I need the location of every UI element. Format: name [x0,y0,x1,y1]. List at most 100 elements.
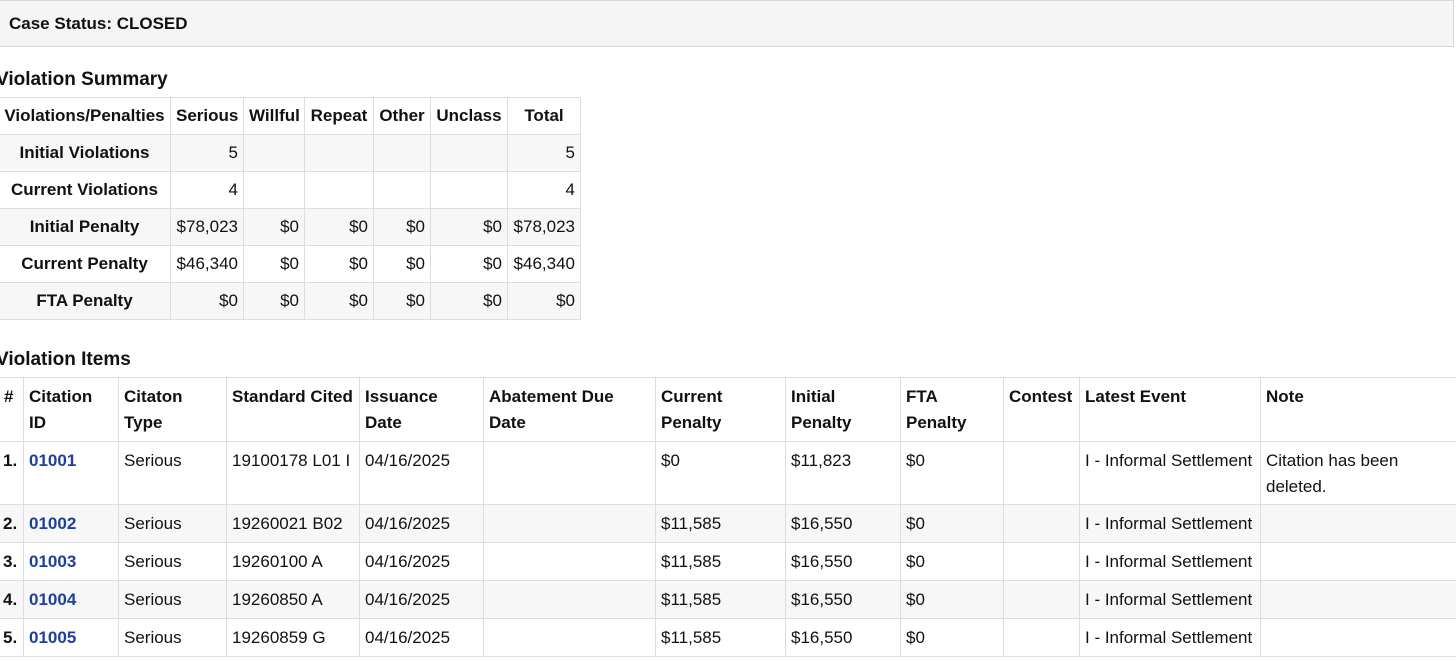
summary-cell: $78,023 [170,208,244,246]
summary-cell: $0 [373,282,431,320]
violation-item-row: 3. 01003 Serious 19260100 A 04/16/2025 $… [0,542,1456,581]
citation-type: Serious [118,441,227,505]
summary-header: Violations/Penalties [0,97,171,135]
contest [1003,504,1080,543]
citation-id-link[interactable]: 01005 [29,628,77,647]
items-header: Note [1260,377,1456,442]
citation-id-link[interactable]: 01002 [29,514,77,533]
violation-item-row: 4. 01004 Serious 19260850 A 04/16/2025 $… [0,580,1456,619]
summary-cell: $0 [170,282,244,320]
summary-cell: $46,340 [507,245,581,283]
items-header: Standard Cited [226,377,360,442]
initial-penalty: $16,550 [785,618,901,657]
summary-header: Unclass [430,97,508,135]
summary-header: Repeat [304,97,374,135]
summary-cell: $0 [304,208,374,246]
items-header: Contest [1003,377,1080,442]
summary-cell: $0 [430,282,508,320]
summary-cell [373,134,431,172]
summary-cell: 5 [170,134,244,172]
latest-event: I - Informal Settlement [1079,580,1261,619]
items-header: Abatement Due Date [483,377,656,442]
summary-row-label: Current Violations [0,171,171,209]
items-header: Citaton Type [118,377,227,442]
current-penalty: $11,585 [655,580,786,619]
contest [1003,580,1080,619]
items-header: Current Penalty [655,377,786,442]
summary-cell: $0 [430,208,508,246]
abatement-due-date [483,618,656,657]
summary-cell: $0 [243,245,305,283]
violation-item-row: 1. 01001 Serious 19100178 L01 I 04/16/20… [0,441,1456,505]
items-header: Initial Penalty [785,377,901,442]
citation-id-cell: 01001 [23,441,119,505]
fta-penalty: $0 [900,441,1004,505]
summary-cell: $0 [507,282,581,320]
contest [1003,618,1080,657]
summary-row-label: Initial Penalty [0,208,171,246]
abatement-due-date [483,441,656,505]
items-header: Issuance Date [359,377,484,442]
summary-cell: $0 [373,208,431,246]
contest [1003,441,1080,505]
citation-id-cell: 01002 [23,504,119,543]
note [1260,618,1456,657]
citation-id-link[interactable]: 01004 [29,590,77,609]
contest [1003,542,1080,581]
citation-type: Serious [118,580,227,619]
summary-cell: $0 [430,245,508,283]
violation-summary-title: Violation Summary [0,69,168,90]
summary-header: Other [373,97,431,135]
citation-id-cell: 01005 [23,618,119,657]
initial-penalty: $16,550 [785,504,901,543]
summary-header: Total [507,97,581,135]
citation-type: Serious [118,504,227,543]
issuance-date: 04/16/2025 [359,580,484,619]
summary-row-label: FTA Penalty [0,282,171,320]
summary-cell: $0 [373,245,431,283]
citation-type: Serious [118,542,227,581]
summary-cell [243,134,305,172]
summary-cell [430,134,508,172]
fta-penalty: $0 [900,542,1004,581]
latest-event: I - Informal Settlement [1079,618,1261,657]
citation-id-link[interactable]: 01001 [29,451,77,470]
standard-cited: 19260850 A [226,580,360,619]
initial-penalty: $16,550 [785,542,901,581]
item-number: 4. [0,580,24,619]
latest-event: I - Informal Settlement [1079,441,1261,505]
fta-penalty: $0 [900,618,1004,657]
summary-cell: $46,340 [170,245,244,283]
note: Citation has been deleted. [1260,441,1456,505]
fta-penalty: $0 [900,580,1004,619]
summary-cell: $78,023 [507,208,581,246]
current-penalty: $11,585 [655,542,786,581]
summary-header: Willful [243,97,305,135]
citation-id-cell: 01004 [23,580,119,619]
note [1260,504,1456,543]
summary-cell: $0 [304,245,374,283]
summary-header-row: Violations/Penalties Serious Willful Rep… [0,97,581,135]
citation-id-cell: 01003 [23,542,119,581]
items-header: FTA Penalty [900,377,1004,442]
citation-id-link[interactable]: 01003 [29,552,77,571]
current-penalty: $0 [655,441,786,505]
issuance-date: 04/16/2025 [359,618,484,657]
note [1260,580,1456,619]
standard-cited: 19260100 A [226,542,360,581]
summary-header: Serious [170,97,244,135]
summary-cell: 4 [507,171,581,209]
summary-cell: 5 [507,134,581,172]
standard-cited: 19260859 G [226,618,360,657]
summary-cell: $0 [304,282,374,320]
items-header: # [0,377,24,442]
summary-cell [430,171,508,209]
note [1260,542,1456,581]
current-penalty: $11,585 [655,618,786,657]
initial-penalty: $11,823 [785,441,901,505]
summary-cell [243,171,305,209]
issuance-date: 04/16/2025 [359,441,484,505]
summary-row: FTA Penalty $0 $0 $0 $0 $0 $0 [0,282,581,320]
violation-items-title: Violation Items [0,349,131,370]
